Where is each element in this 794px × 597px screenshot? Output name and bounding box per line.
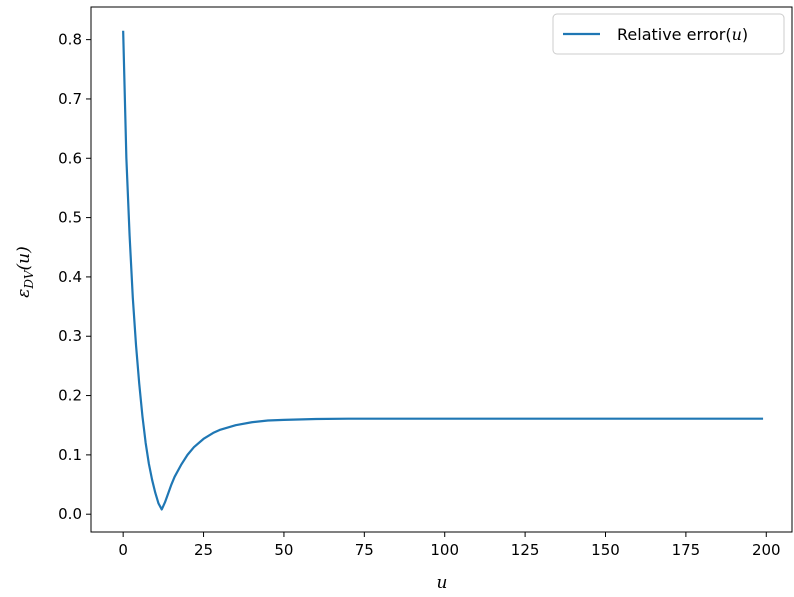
y-tick-label: 0.6 bbox=[58, 149, 82, 167]
x-axis-label: u bbox=[437, 573, 448, 593]
x-tick-label: 25 bbox=[194, 541, 213, 559]
legend-label: Relative error(u) bbox=[617, 25, 748, 44]
y-tick-label: 0.7 bbox=[58, 90, 82, 108]
y-tick-label: 0.5 bbox=[58, 209, 82, 227]
plot-frame bbox=[90, 6, 793, 533]
legend-box bbox=[552, 13, 785, 55]
x-tick-label: 75 bbox=[355, 541, 374, 559]
x-tick-label: 125 bbox=[511, 541, 540, 559]
legend: Relative error(u) bbox=[552, 13, 785, 55]
y-tick-label: 0.4 bbox=[58, 268, 82, 286]
x-tick-label: 100 bbox=[430, 541, 459, 559]
y-tick-label: 0.0 bbox=[58, 505, 82, 523]
x-tick-label: 200 bbox=[752, 541, 781, 559]
x-tick-label: 150 bbox=[591, 541, 620, 559]
x-tick-label: 0 bbox=[118, 541, 128, 559]
tick-layer: 0 25 50 75 100 125 150 175 200 0.0 0.1 0.2 0.3 0.4 0.5… bbox=[58, 31, 780, 559]
y-axis-label: εDV(u) bbox=[14, 246, 36, 297]
x-tick-label: 175 bbox=[672, 541, 701, 559]
y-tick-label: 0.3 bbox=[58, 327, 82, 345]
y-tick-label: 0.2 bbox=[58, 387, 82, 405]
y-tick-label: 0.1 bbox=[58, 446, 82, 464]
series-line-relative-error bbox=[122, 30, 764, 511]
x-tick-label: 50 bbox=[274, 541, 293, 559]
y-tick-label: 0.8 bbox=[58, 31, 82, 49]
